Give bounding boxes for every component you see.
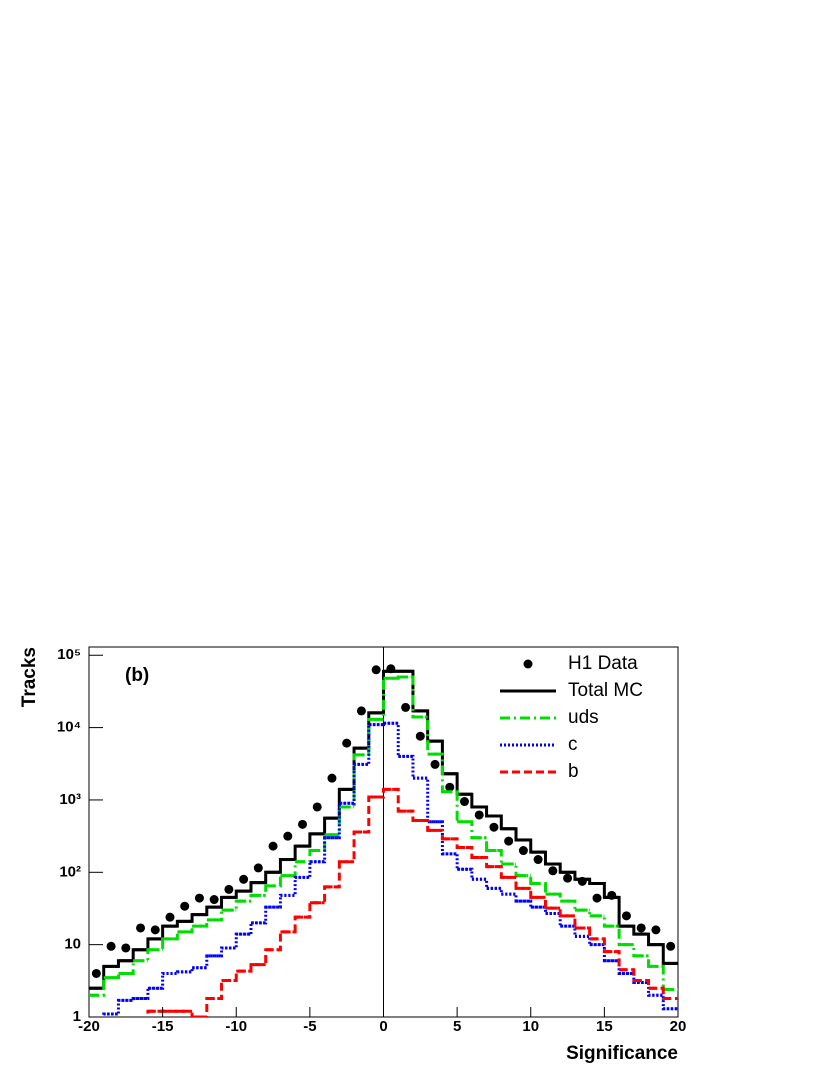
legend-label: b — [568, 761, 579, 782]
y-tick-label: 1 — [73, 1008, 81, 1025]
y-tick-label: 10² — [59, 863, 81, 880]
y-tick-label: 10 — [64, 936, 81, 953]
x-tick-label: 20 — [670, 1018, 687, 1035]
data-point — [342, 738, 352, 748]
data-point — [356, 706, 366, 716]
data-point — [592, 893, 602, 903]
data-point — [430, 759, 440, 769]
data-point — [165, 912, 175, 922]
annotation: (b) — [125, 665, 149, 686]
legend-marker — [523, 659, 533, 669]
data-point — [489, 822, 499, 832]
x-axis-label: Significance — [566, 1043, 678, 1064]
data-point — [283, 831, 293, 841]
x-tick-label: 5 — [453, 1018, 461, 1035]
data-point — [518, 846, 528, 856]
data-point — [298, 819, 308, 829]
data-point — [209, 895, 219, 905]
legend-label: uds — [568, 707, 599, 728]
x-tick-label: 10 — [522, 1018, 539, 1035]
data-point — [224, 884, 234, 894]
data-point — [150, 925, 160, 935]
histogram-step-outline — [89, 675, 678, 997]
plot-area — [89, 647, 678, 1017]
data-point — [445, 782, 455, 792]
histogram-step-outline — [102, 721, 678, 1017]
data-point — [312, 802, 322, 812]
y-tick-label: 10³ — [59, 791, 81, 808]
data-point — [666, 941, 676, 951]
data-point — [459, 797, 469, 807]
x-tick-label: -20 — [78, 1018, 100, 1035]
x-tick-label: -15 — [152, 1018, 174, 1035]
data-point — [253, 863, 263, 873]
data-point — [621, 911, 631, 921]
y-tick-label: 10⁴ — [57, 719, 81, 736]
x-tick-label: 0 — [379, 1018, 387, 1035]
data-point — [651, 925, 661, 935]
data-point — [136, 923, 146, 933]
data-point — [563, 873, 573, 883]
data-point — [636, 923, 646, 933]
data-point — [548, 866, 558, 876]
histogram-step-outline — [89, 669, 678, 990]
data-point — [415, 731, 425, 741]
legend-label: c — [568, 734, 578, 755]
data-point — [194, 893, 204, 903]
data-point — [106, 941, 116, 951]
data-point — [121, 943, 131, 953]
data-point — [504, 836, 514, 846]
data-point — [371, 665, 381, 675]
x-tick-label: -5 — [303, 1018, 316, 1035]
legend-label: Total MC — [568, 680, 643, 701]
data-point — [268, 841, 278, 851]
data-point — [327, 773, 337, 783]
data-point — [401, 702, 411, 712]
y-tick-label: 10⁵ — [57, 646, 81, 663]
x-tick-label: 15 — [596, 1018, 613, 1035]
data-point — [474, 810, 484, 820]
data-point — [239, 874, 249, 884]
x-tick-label: -10 — [225, 1018, 247, 1035]
legend-label: H1 Data — [568, 653, 638, 674]
y-axis-label: Tracks — [19, 647, 40, 707]
data-point — [91, 968, 101, 978]
data-point — [180, 901, 190, 911]
data-point — [533, 855, 543, 865]
